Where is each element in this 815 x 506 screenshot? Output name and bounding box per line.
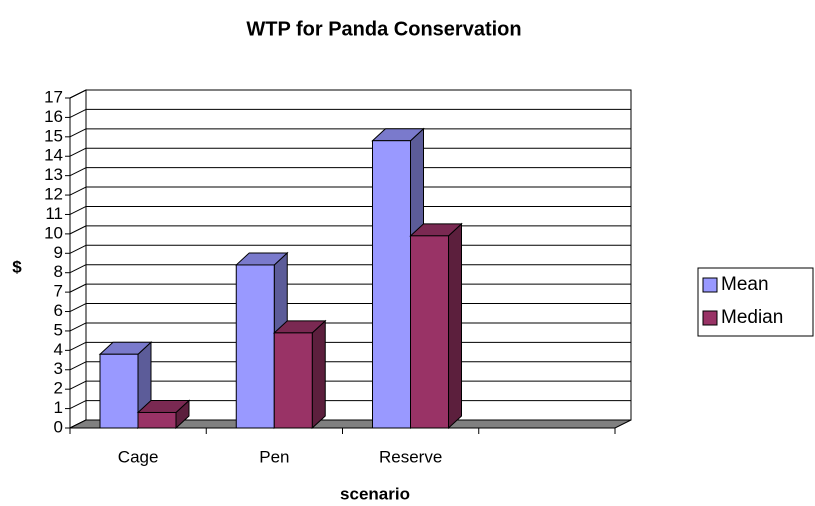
- bar-side: [311, 319, 326, 430]
- grid-line: [69, 341, 87, 351]
- bar: [272, 319, 327, 430]
- legend-label: Mean: [721, 274, 769, 295]
- grid-line: [69, 322, 87, 332]
- y-tick-label: 15: [44, 126, 63, 145]
- back-wall: [85, 89, 632, 421]
- grid-line: [69, 108, 87, 118]
- grid-line: [69, 186, 87, 196]
- legend-swatch: [702, 277, 718, 293]
- grid-line: [69, 303, 87, 312]
- y-tick-label: 7: [54, 282, 63, 301]
- side-wall: [69, 89, 87, 429]
- grid-line: [69, 147, 87, 157]
- bar-front: [410, 235, 449, 429]
- x-axis-label: scenario: [340, 484, 410, 503]
- grid-line: [69, 89, 87, 99]
- y-tick-label: 13: [44, 165, 63, 184]
- y-tick-label: 9: [54, 243, 63, 262]
- grid-line: [69, 244, 87, 254]
- legend-swatch: [702, 310, 718, 326]
- y-tick-label: 14: [44, 146, 63, 165]
- y-tick-label: 5: [54, 320, 63, 339]
- chart-title: WTP for Panda Conservation: [246, 18, 521, 40]
- bar: [98, 341, 153, 430]
- y-tick-label: 4: [54, 340, 63, 359]
- grid-line: [69, 400, 87, 410]
- grid-line: [69, 380, 87, 390]
- y-axis-label: $: [12, 257, 22, 276]
- y-tick-label: 2: [54, 379, 63, 398]
- bar-side: [448, 222, 462, 430]
- grid-line: [69, 361, 87, 371]
- x-tick-label: Pen: [259, 447, 289, 466]
- grid-line: [69, 283, 87, 293]
- grid-line: [69, 167, 87, 177]
- bar-front: [235, 264, 275, 429]
- y-tick-label: 11: [45, 204, 63, 223]
- y-tick-label: 1: [54, 398, 63, 417]
- y-tick-label: 10: [44, 223, 63, 242]
- bar-front: [273, 332, 313, 429]
- y-tick-label: 12: [44, 185, 63, 204]
- grid-line: [69, 206, 87, 215]
- bar-front: [99, 353, 139, 429]
- grid-line: [69, 264, 87, 274]
- grid-line: [69, 128, 87, 138]
- y-tick-label: 16: [44, 107, 63, 126]
- y-tick-label: 6: [54, 301, 63, 320]
- bar-front: [137, 411, 177, 429]
- y-tick-label: 0: [54, 417, 63, 436]
- y-tick-label: 3: [54, 359, 63, 378]
- bar: [409, 222, 463, 430]
- bar: [136, 399, 191, 430]
- x-tick-label: Reserve: [379, 447, 442, 466]
- legend-label: Median: [721, 307, 783, 328]
- x-tick-label: Cage: [118, 447, 159, 466]
- y-tick-label: 8: [54, 262, 63, 281]
- y-tick-label: 17: [44, 87, 63, 106]
- grid-line: [69, 225, 87, 235]
- bar-front: [372, 140, 411, 429]
